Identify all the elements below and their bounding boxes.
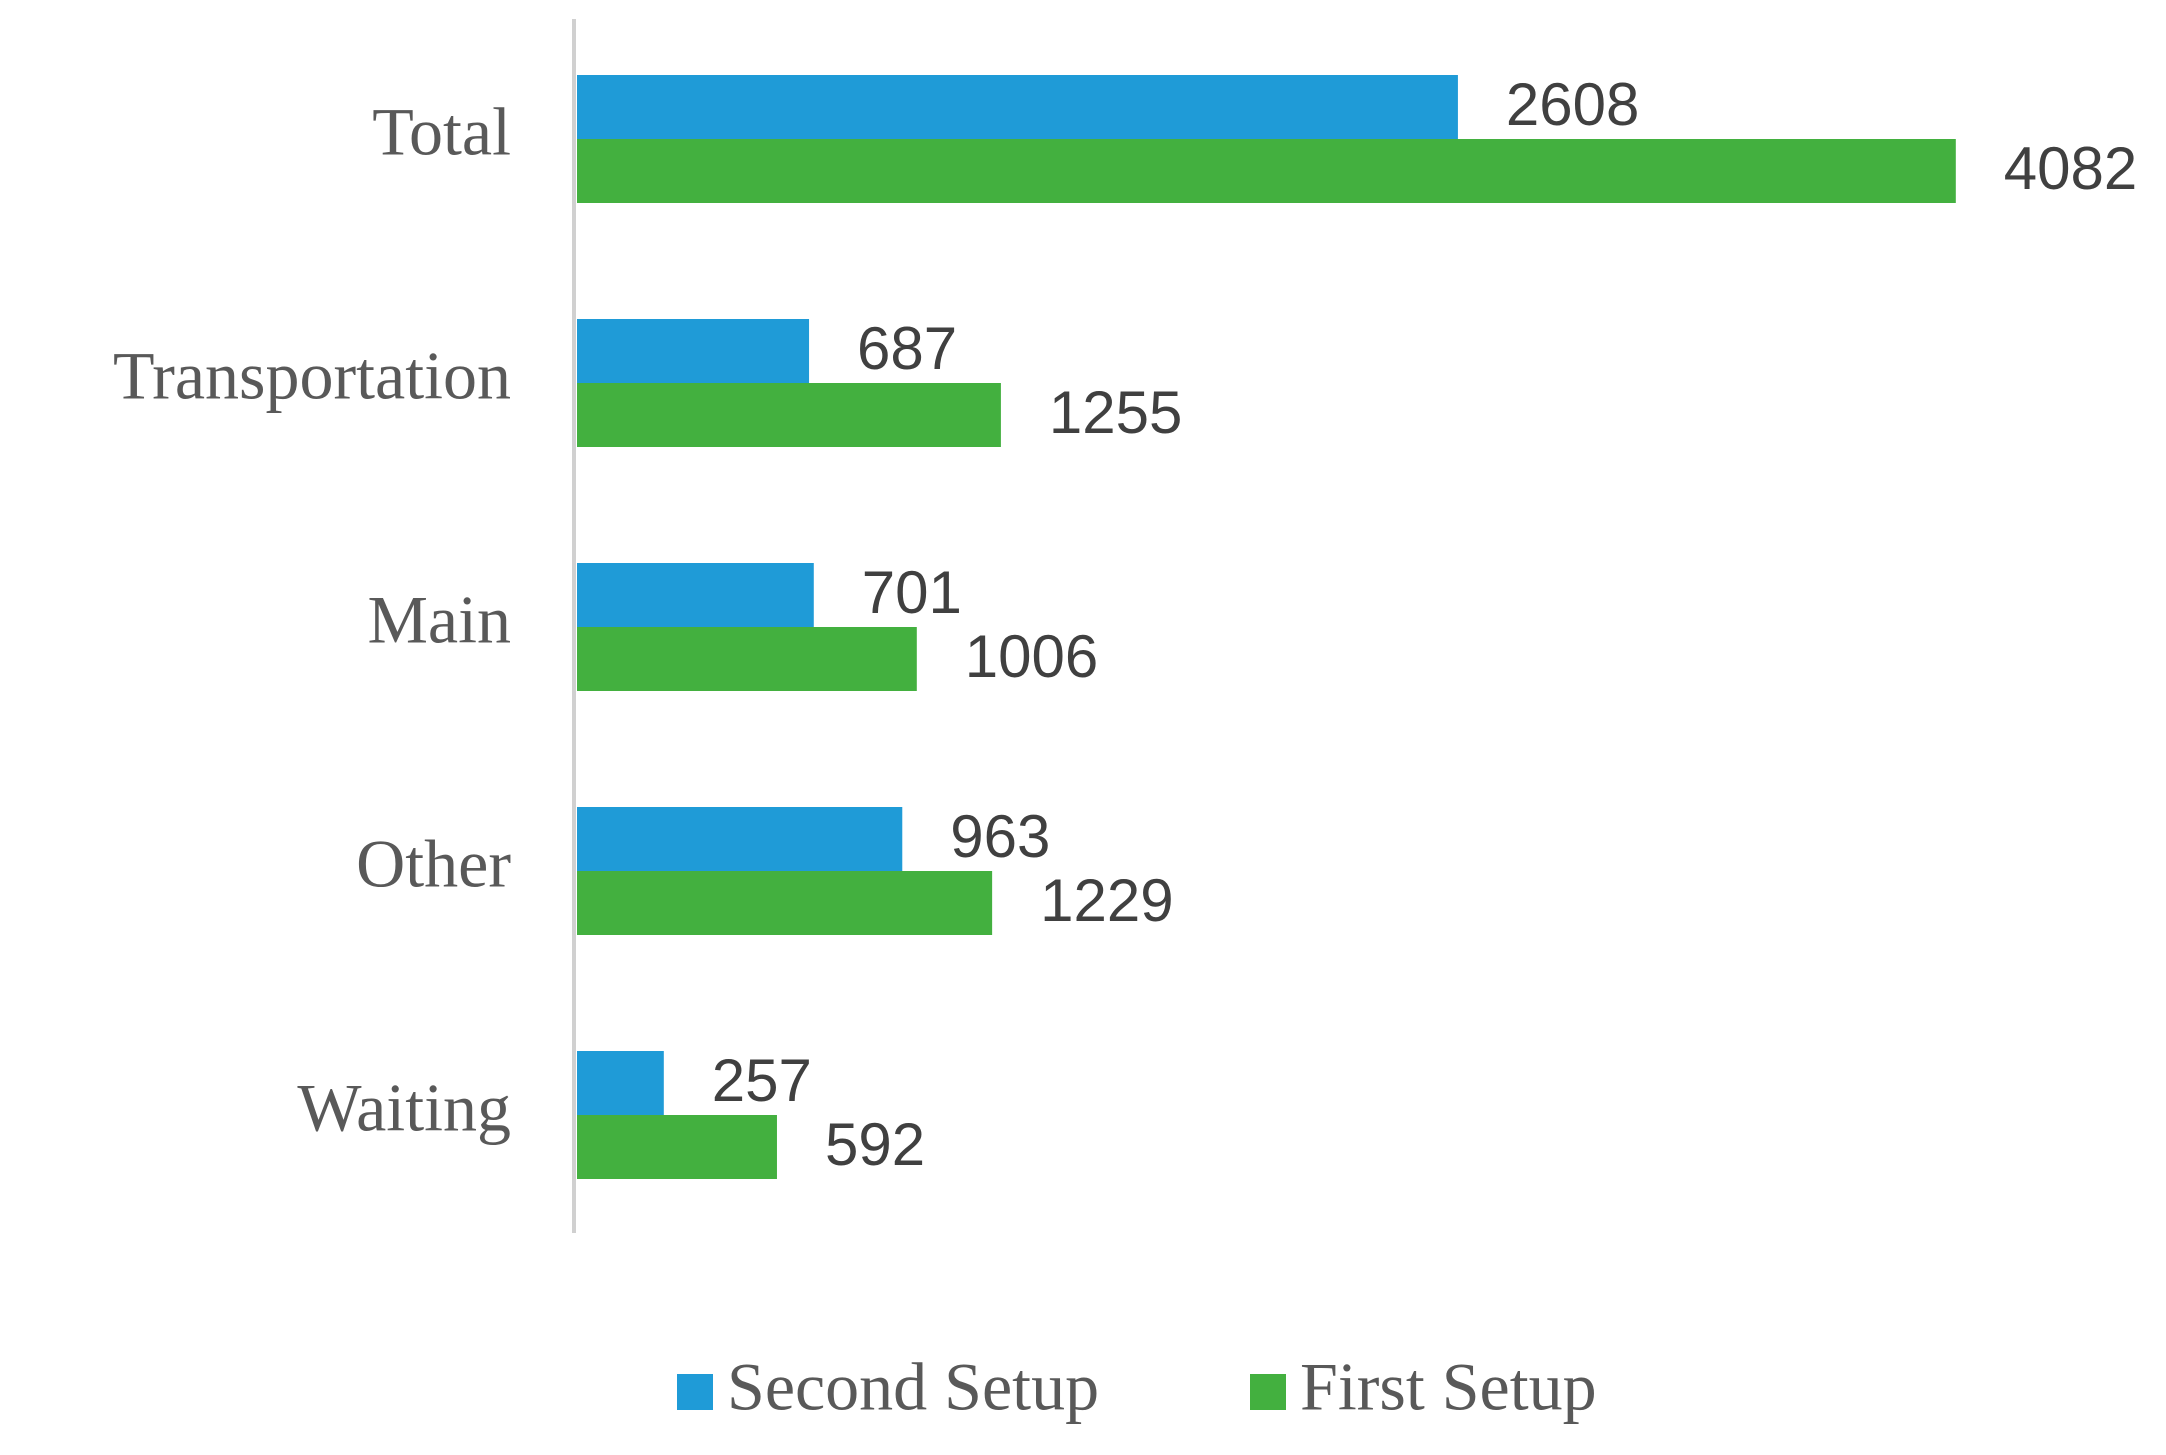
bar: [577, 139, 1956, 203]
data-label: 257: [712, 1047, 812, 1114]
y-tick-label: Other: [356, 826, 511, 902]
data-label: 1006: [965, 623, 1098, 690]
y-tick-label: Total: [372, 94, 511, 170]
legend-swatch: [1250, 1374, 1286, 1410]
bar: [577, 1051, 664, 1115]
data-label: 1229: [1040, 867, 1173, 934]
bar: [577, 75, 1458, 139]
bar: [577, 563, 814, 627]
y-tick-label: Waiting: [297, 1070, 511, 1146]
y-tick-label: Transportation: [113, 338, 511, 414]
bar: [577, 383, 1001, 447]
data-label: 2608: [1506, 71, 1639, 138]
data-label: 4082: [2004, 135, 2137, 202]
bar: [577, 627, 917, 691]
bar: [577, 319, 810, 383]
bar: [577, 871, 993, 935]
data-label: 963: [950, 803, 1050, 870]
bar: [577, 1115, 777, 1179]
data-label: 701: [862, 559, 962, 626]
bar: [577, 807, 903, 871]
data-label: 1255: [1049, 379, 1182, 446]
data-label: 592: [825, 1111, 925, 1178]
legend-label: First Setup: [1300, 1349, 1597, 1425]
y-tick-label: Main: [367, 582, 511, 658]
legend-label: Second Setup: [727, 1349, 1099, 1425]
legend-swatch: [677, 1374, 713, 1410]
data-label: 687: [857, 315, 957, 382]
